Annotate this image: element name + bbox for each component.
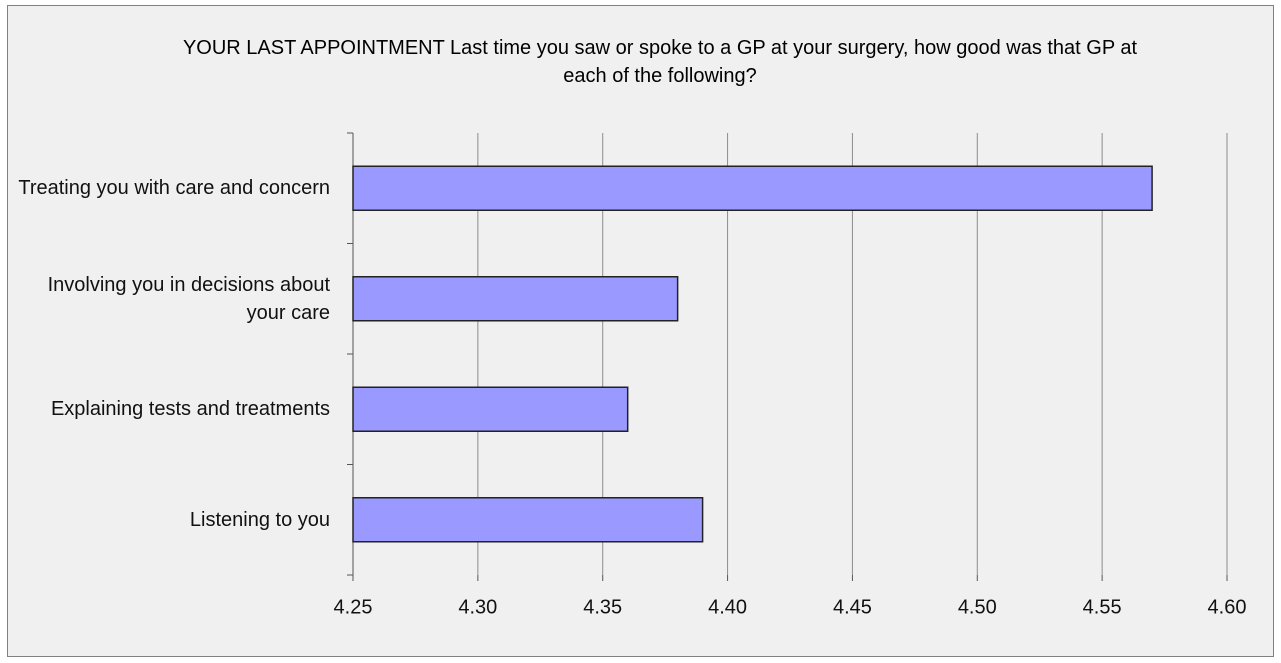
x-tick-label: 4.35: [583, 596, 622, 618]
y-tick-label: Listening to you: [189, 508, 330, 531]
bar: [352, 276, 679, 322]
y-tick-label: Explaining tests and treatments: [50, 398, 330, 421]
chart-title: YOUR LAST APPOINTMENT Last time you saw …: [182, 37, 1138, 87]
x-tick-label: 4.25: [334, 596, 373, 618]
y-tick-label: Treating you with care and concern: [18, 177, 330, 200]
x-tick-label: 4.30: [458, 596, 497, 618]
bar: [352, 165, 1153, 211]
x-tick-label: 4.45: [833, 596, 872, 618]
x-tick-label: 4.55: [1083, 596, 1122, 618]
x-tick-label: 4.50: [958, 596, 997, 618]
x-tick-label: 4.40: [708, 596, 747, 618]
bar: [352, 497, 704, 543]
x-tick-label: 4.60: [1208, 596, 1247, 618]
chart-border: [7, 5, 1274, 657]
y-tick-label: Involving you in decisions about your ca…: [47, 273, 330, 324]
bar: [352, 386, 629, 432]
